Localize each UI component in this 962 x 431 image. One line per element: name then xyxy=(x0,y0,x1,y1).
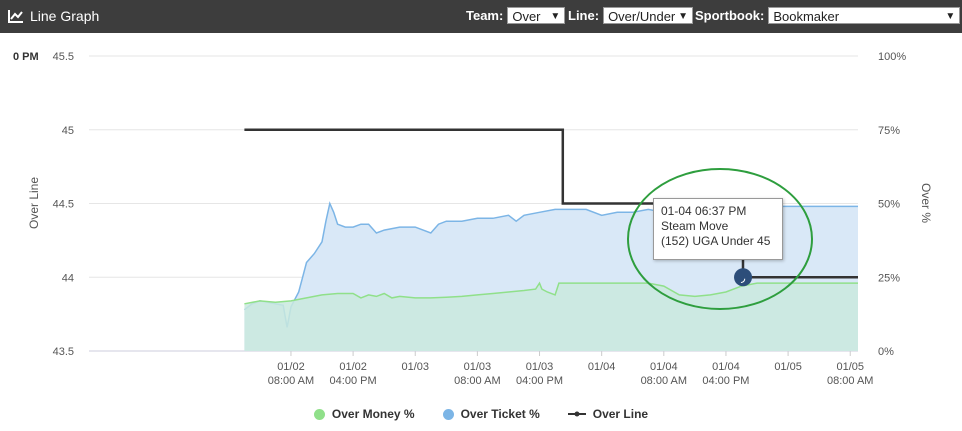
sportbook-control: Sportbook: Bookmaker ▼ xyxy=(695,7,961,24)
rss-icon: ◞ xyxy=(740,273,746,284)
y-left-tick-label: 44 xyxy=(62,272,74,284)
team-select-value: Over xyxy=(512,9,541,24)
legend-item-over-line[interactable]: Over Line xyxy=(567,407,649,421)
legend-dot-icon xyxy=(442,408,454,420)
tooltip-event: Steam Move xyxy=(661,219,729,233)
legend-item-over-ticket[interactable]: Over Ticket % xyxy=(442,407,540,421)
x-tick-label: 04:00 PM xyxy=(516,375,563,387)
corner-label: 0 PM xyxy=(13,51,39,63)
x-tick-label: 04:00 PM xyxy=(330,375,377,387)
team-label: Team: xyxy=(466,8,504,23)
team-select[interactable]: Over ▼ xyxy=(507,7,566,24)
y-right-axis-label: Over % xyxy=(919,183,933,223)
x-tick-label: 01/05 xyxy=(774,361,802,373)
y-right-tick-label: 100% xyxy=(878,51,906,63)
legend-label-over-money: Over Money % xyxy=(331,407,415,421)
x-tick-label: 01/04 xyxy=(650,361,678,373)
x-tick-label: 01/04 xyxy=(712,361,740,373)
sportbook-select[interactable]: Bookmaker ▼ xyxy=(768,7,961,24)
line-control: Line: Over/Under ▼ xyxy=(568,7,694,24)
y-right-tick-label: 50% xyxy=(878,199,900,211)
x-tick-label: 01/04 xyxy=(588,361,616,373)
tooltip: 01-04 06:37 PM Steam Move (152) UGA Unde… xyxy=(653,198,783,260)
y-left-tick-label: 43.5 xyxy=(53,346,74,358)
y-right-tick-label: 75% xyxy=(878,125,900,137)
line-select[interactable]: Over/Under ▼ xyxy=(603,7,694,24)
tooltip-detail: (152) UGA Under 45 xyxy=(661,234,771,248)
tooltip-time: 01-04 06:37 PM xyxy=(661,204,747,218)
x-tick-label: 08:00 AM xyxy=(641,375,687,387)
y-left-tick-label: 45.5 xyxy=(53,51,74,63)
chevron-down-icon: ▼ xyxy=(945,11,956,22)
x-tick-label: 08:00 AM xyxy=(268,375,314,387)
x-tick-label: 01/03 xyxy=(464,361,492,373)
sportbook-select-value: Bookmaker xyxy=(773,9,840,24)
chevron-down-icon: ▼ xyxy=(550,11,561,22)
line-label: Line: xyxy=(568,8,600,23)
steam-move-marker xyxy=(734,268,753,287)
legend-label-over-ticket: Over Ticket % xyxy=(460,407,540,421)
x-tick-label: 01/02 xyxy=(277,361,305,373)
x-tick-label: 01/02 xyxy=(339,361,367,373)
x-tick-label: 01/05 xyxy=(836,361,864,373)
y-right-tick-label: 0% xyxy=(878,346,894,358)
team-control: Team: Over ▼ xyxy=(466,7,566,24)
legend-line-icon xyxy=(567,411,586,417)
line-chart-icon xyxy=(8,10,23,23)
x-tick-label: 01/03 xyxy=(526,361,554,373)
chart-title-group: Line Graph xyxy=(8,8,99,24)
legend-item-over-money[interactable]: Over Money % xyxy=(313,407,415,421)
sportbook-label: Sportbook: xyxy=(695,8,765,23)
line-select-value: Over/Under xyxy=(608,9,676,24)
chevron-down-icon: ▼ xyxy=(678,11,689,22)
chart-title: Line Graph xyxy=(30,8,100,24)
y-right-tick-label: 25% xyxy=(878,272,900,284)
series-line-over-line xyxy=(244,128,858,279)
x-tick-label: 08:00 AM xyxy=(454,375,500,387)
chart-header: Line Graph Team: Over ▼ Line: Over/Under… xyxy=(0,0,962,33)
y-left-tick-label: 44.5 xyxy=(53,199,74,211)
legend-dot-icon xyxy=(313,408,325,420)
x-tick-label: 04:00 PM xyxy=(702,375,749,387)
x-tick-label: 01/03 xyxy=(401,361,429,373)
series-area-over-money xyxy=(244,283,858,351)
y-left-axis-label: Over Line xyxy=(27,177,41,229)
series-line-over-money xyxy=(244,281,858,305)
x-tick-label: 08:00 AM xyxy=(827,375,873,387)
highlight-ellipse xyxy=(627,168,813,310)
legend-label-over-line: Over Line xyxy=(592,407,649,421)
chart-legend: Over Money % Over Ticket % Over Line xyxy=(0,407,962,421)
y-left-tick-label: 45 xyxy=(62,125,74,137)
